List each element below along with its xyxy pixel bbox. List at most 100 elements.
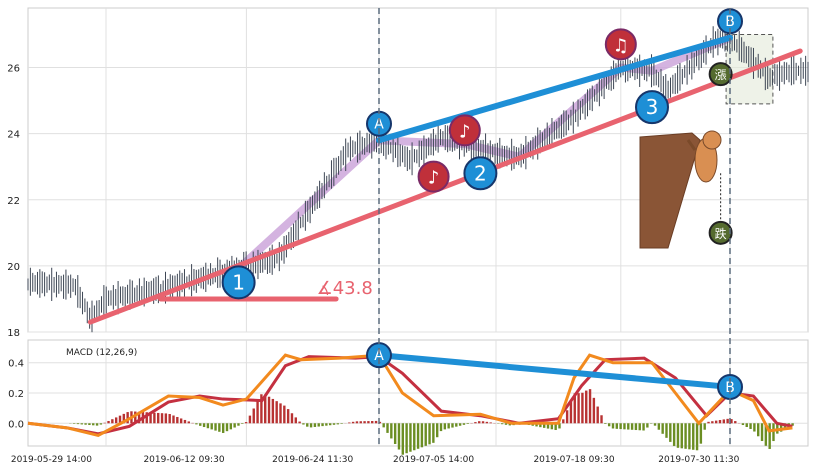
macd-histogram-bar [328, 423, 332, 426]
macd-histogram-bar [244, 422, 248, 424]
macd-histogram-bar [229, 423, 233, 430]
macd-histogram-bar [176, 416, 179, 424]
macd-histogram-bar [428, 423, 431, 445]
macd-histogram-bar [160, 413, 164, 424]
macd-histogram-bar [122, 413, 126, 424]
macd-histogram-bar [202, 423, 206, 428]
macd-histogram-bar [252, 408, 255, 424]
macd-histogram-bar [290, 413, 294, 424]
macd-histogram-bar [623, 423, 626, 430]
macd-histogram-bar [409, 423, 412, 452]
wave-marker-label: 2 [474, 161, 487, 185]
macd-histogram-bar [596, 406, 599, 424]
wave-marker-label: 1 [232, 270, 245, 294]
macd-histogram-bar [95, 423, 99, 426]
wave-marker [221, 265, 256, 300]
macd-histogram-bar [588, 389, 592, 424]
macd-histogram-bar [76, 423, 80, 425]
macd-histogram-bar [84, 423, 87, 425]
macd-histogram-bar [405, 423, 408, 454]
y-tick-label: 0.2 [8, 389, 24, 400]
macd-histogram-bar [413, 423, 416, 451]
macd-line [27, 353, 793, 437]
macd-histogram-bar [539, 423, 542, 428]
macd-histogram-bar [481, 421, 485, 424]
badge-circle [708, 220, 733, 245]
signal-line [27, 355, 793, 436]
macd-histogram-bar [558, 423, 561, 429]
dog-head [702, 130, 722, 150]
macd-histogram-bar [573, 393, 576, 424]
macd-title: MACD (12,26,9) [66, 348, 137, 358]
macd-histogram-bar [386, 423, 389, 433]
macd-histogram-bar [321, 423, 324, 427]
macd-histogram-bar [393, 423, 397, 444]
macd-histogram-bar [294, 417, 297, 424]
cliff-shape [639, 132, 701, 249]
macd-histogram-bar [225, 423, 229, 432]
macd-histogram-bar [168, 414, 171, 424]
macd-histogram-bar [489, 422, 492, 424]
divergence-marker-label: B [725, 380, 735, 396]
macd-histogram-bar [627, 423, 630, 430]
macd-histogram-bar [336, 423, 340, 425]
macd-histogram-bar [562, 419, 565, 424]
macd-histogram-bar [199, 423, 202, 426]
macd-histogram-bar [569, 401, 573, 424]
macd-histogram-bar [630, 423, 634, 430]
x-tick-label: 2019-07-18 09:30 [533, 455, 614, 465]
macd-histogram-bar [390, 423, 393, 439]
macd-histogram-bar [638, 423, 641, 431]
resistance-trendline [376, 34, 733, 144]
macd-histogram-bar [371, 421, 374, 424]
macd-histogram-bar [332, 423, 336, 425]
macd-histogram-bar [550, 423, 554, 430]
macd-histogram-bar [684, 423, 687, 449]
macd-histogram-bar [317, 423, 320, 427]
macd-histogram-bar [416, 423, 420, 449]
macd-histogram-bar [791, 423, 794, 426]
macd-histogram-bar [306, 423, 309, 427]
macd-histogram-bar [615, 423, 619, 429]
dog-paw [686, 139, 697, 151]
macd-histogram-bar [485, 421, 489, 424]
macd-histogram-bar [260, 394, 263, 424]
macd-histogram-bar [711, 421, 714, 424]
macd-histogram-bar [592, 397, 596, 424]
angle-label: ∡43.8 [317, 278, 373, 299]
macd-histogram-bar [309, 423, 313, 428]
macd-histogram-bar [302, 423, 305, 425]
macd-histogram-bar [669, 423, 672, 442]
macd-histogram-bar [187, 421, 190, 424]
macd-histogram-bar [634, 423, 638, 431]
x-tick-label: 2019-05-29 14:00 [11, 455, 92, 465]
macd-histogram-bar [237, 423, 240, 426]
macd-histogram-bar [443, 423, 447, 430]
macd-histogram-bar [757, 423, 760, 437]
macd-histogram-bar [397, 423, 401, 450]
macd-histogram-bar [214, 423, 217, 431]
macd-histogram-bar [286, 409, 290, 424]
macd-histogram-bar [114, 417, 118, 424]
macd-histogram-bar [279, 403, 282, 424]
wave-marker [463, 156, 498, 191]
macd-histogram-bar [424, 423, 427, 446]
macd-histogram-bar [313, 423, 317, 427]
macd-histogram-bar [145, 412, 148, 424]
macd-histogram-bar [734, 421, 737, 424]
macd-histogram-bar [779, 423, 783, 432]
rise-badge-label: 漲 [715, 68, 727, 82]
macd-histogram-bar [768, 423, 771, 449]
macd-histogram-bar [271, 398, 275, 424]
wave-marker [635, 90, 669, 125]
y-tick-label: 22 [7, 196, 20, 207]
macd-histogram-bar [325, 423, 328, 426]
macd-histogram-bar [367, 421, 370, 424]
divergence-marker-label: A [374, 348, 384, 364]
macd-histogram-bar [661, 423, 664, 434]
macd-histogram-bar [565, 410, 569, 424]
macd-histogram-bar [233, 423, 236, 428]
note-marker-symbol: ♫ [613, 35, 629, 56]
